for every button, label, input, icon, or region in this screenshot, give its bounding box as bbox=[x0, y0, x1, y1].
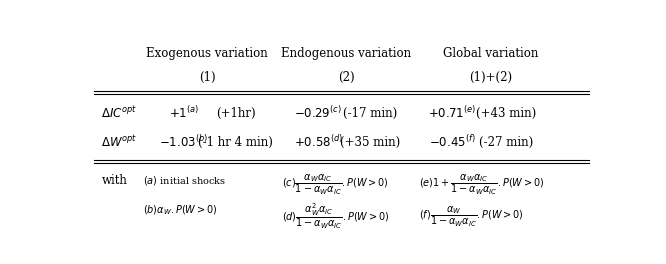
Text: $+0.58^{(d)}$: $+0.58^{(d)}$ bbox=[294, 135, 342, 150]
Text: $-0.45^{(f)}$: $-0.45^{(f)}$ bbox=[429, 135, 476, 150]
Text: (1): (1) bbox=[199, 71, 215, 84]
Text: (+43 min): (+43 min) bbox=[476, 106, 537, 120]
Text: $(c)\dfrac{\alpha_W\alpha_{IC}}{1-\alpha_W\alpha_{IC}}.P(W{>}0)$: $(c)\dfrac{\alpha_W\alpha_{IC}}{1-\alpha… bbox=[282, 173, 389, 197]
Text: Endogenous variation: Endogenous variation bbox=[282, 46, 412, 59]
Text: $(e)1+\dfrac{\alpha_W\alpha_{IC}}{1-\alpha_W\alpha_{IC}}.P(W{>}0)$: $(e)1+\dfrac{\alpha_W\alpha_{IC}}{1-\alp… bbox=[419, 173, 544, 197]
Text: $(d)\dfrac{\alpha_W^2\alpha_{IC}}{1-\alpha_W\alpha_{IC}}.P(W{>}0)$: $(d)\dfrac{\alpha_W^2\alpha_{IC}}{1-\alp… bbox=[282, 202, 390, 232]
Text: $+1^{(a)}$: $+1^{(a)}$ bbox=[168, 105, 199, 121]
Text: $(a)$ initial shocks: $(a)$ initial shocks bbox=[143, 173, 226, 187]
Text: $\Delta IC^{opt}$: $\Delta IC^{opt}$ bbox=[101, 105, 138, 121]
Text: with: with bbox=[101, 173, 127, 187]
Text: (-17 min): (-17 min) bbox=[342, 106, 397, 120]
Text: (-1 hr 4 min): (-1 hr 4 min) bbox=[198, 136, 273, 149]
Text: $(f)\dfrac{\alpha_W}{1-\alpha_W\alpha_{IC}}.P(W{>}0)$: $(f)\dfrac{\alpha_W}{1-\alpha_W\alpha_{I… bbox=[419, 204, 523, 229]
Text: $-1.03^{(b)}$: $-1.03^{(b)}$ bbox=[159, 135, 208, 150]
Text: $+0.71^{(e)}$: $+0.71^{(e)}$ bbox=[428, 105, 476, 121]
Text: $-0.29^{(c)}$: $-0.29^{(c)}$ bbox=[294, 105, 342, 121]
Text: (-27 min): (-27 min) bbox=[480, 136, 533, 149]
Text: Global variation: Global variation bbox=[444, 46, 539, 59]
Text: (+1hr): (+1hr) bbox=[216, 106, 255, 120]
Text: Exogenous variation: Exogenous variation bbox=[147, 46, 268, 59]
Text: $(b)\alpha_W.P(W{>}0)$: $(b)\alpha_W.P(W{>}0)$ bbox=[143, 204, 217, 217]
Text: $\Delta W^{opt}$: $\Delta W^{opt}$ bbox=[101, 135, 138, 150]
Text: (2): (2) bbox=[338, 71, 355, 84]
Text: (1)+(2): (1)+(2) bbox=[470, 71, 513, 84]
Text: (+35 min): (+35 min) bbox=[340, 136, 400, 149]
